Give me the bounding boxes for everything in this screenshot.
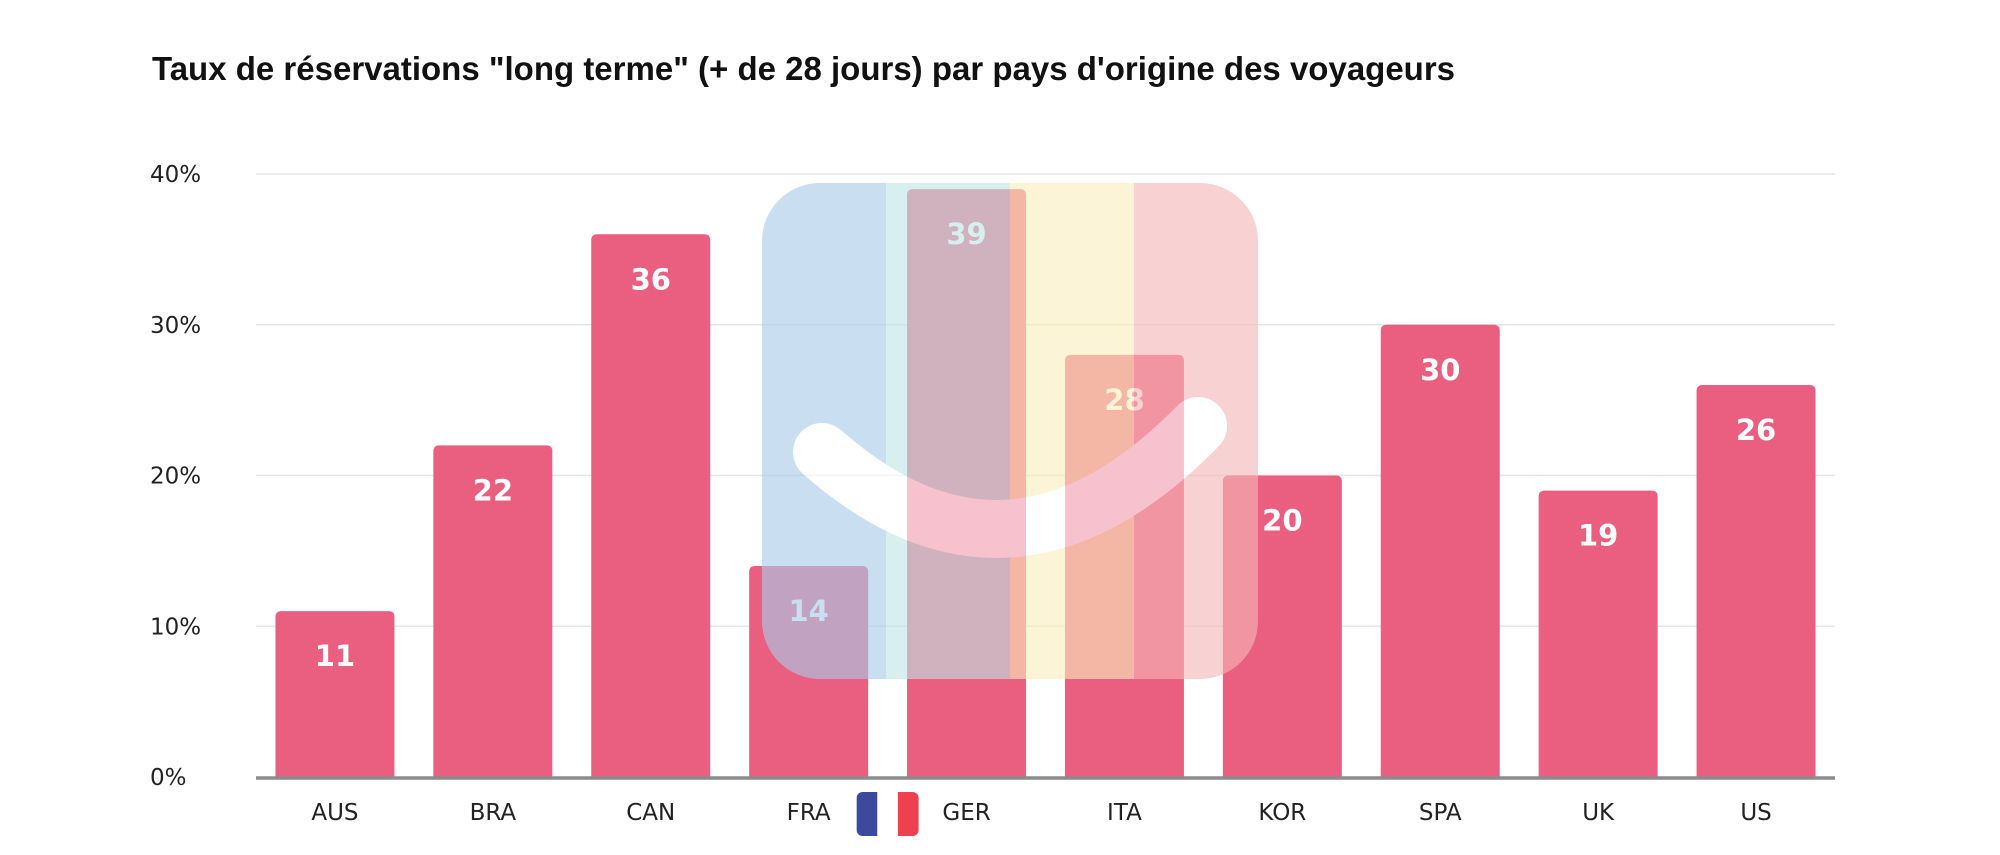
data-label: 11 bbox=[315, 639, 355, 673]
x-category-label: SPA bbox=[1419, 800, 1462, 826]
bar-uk bbox=[1538, 490, 1658, 777]
bar-can bbox=[591, 234, 711, 778]
x-category-label: US bbox=[1740, 800, 1771, 826]
data-label: 19 bbox=[1578, 519, 1618, 553]
data-label: 36 bbox=[631, 262, 671, 296]
watermark-stripe bbox=[886, 183, 1011, 679]
bar-spa bbox=[1380, 324, 1500, 777]
y-tick-label: 10% bbox=[150, 614, 201, 640]
chart-title: Taux de réservations "long terme" (+ de … bbox=[152, 50, 1456, 87]
data-label: 20 bbox=[1262, 504, 1302, 538]
bar-us bbox=[1696, 385, 1816, 777]
y-axis-tick-labels: 0% 10% 20% 30% 40% bbox=[150, 162, 201, 791]
data-label: 30 bbox=[1420, 353, 1460, 387]
x-category-label: CAN bbox=[626, 800, 675, 826]
data-label: 26 bbox=[1736, 413, 1776, 447]
x-category-label: UK bbox=[1582, 800, 1615, 826]
x-category-label: ITA bbox=[1107, 800, 1142, 826]
france-flag-icon bbox=[856, 792, 919, 836]
smiley-watermark-icon bbox=[762, 183, 1258, 679]
data-label: 22 bbox=[473, 473, 513, 507]
y-tick-label: 0% bbox=[150, 765, 187, 791]
watermark-smile bbox=[793, 397, 1227, 558]
y-tick-label: 30% bbox=[150, 313, 201, 339]
x-category-label: FRA bbox=[787, 800, 831, 826]
bar-bra bbox=[433, 445, 553, 777]
x-category-label: KOR bbox=[1258, 800, 1306, 826]
watermark-stripe bbox=[1010, 183, 1135, 679]
x-category-label: AUS bbox=[311, 800, 358, 826]
y-tick-label: 20% bbox=[150, 464, 201, 490]
x-category-label: GER bbox=[942, 800, 990, 826]
x-axis-category-labels: AUS BRA CAN FRA GER ITA KOR SPA UK US bbox=[311, 792, 1772, 836]
x-category-label: BRA bbox=[470, 800, 517, 826]
bar-aus bbox=[275, 611, 395, 777]
y-tick-label: 40% bbox=[150, 162, 201, 188]
